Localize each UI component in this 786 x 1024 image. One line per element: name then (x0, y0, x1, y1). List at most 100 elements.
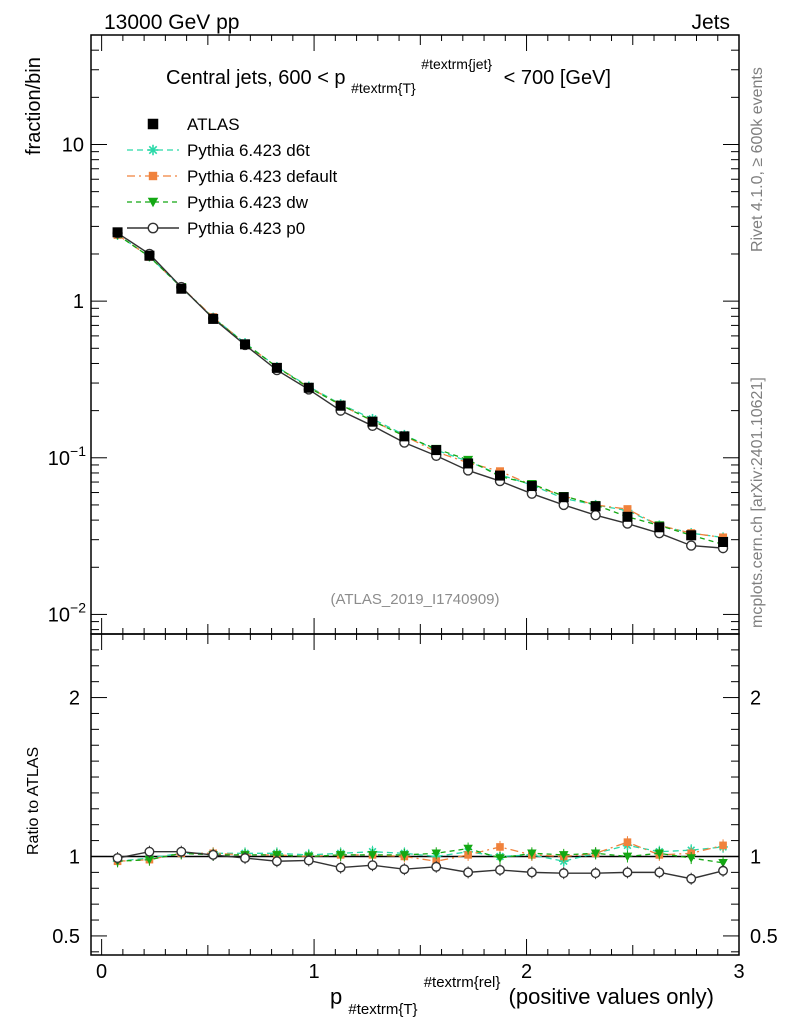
data-point (367, 851, 378, 860)
data-point (399, 864, 410, 875)
data-point (144, 846, 155, 857)
data-point (495, 865, 505, 875)
data-point (685, 540, 697, 551)
ratio-ticks (91, 633, 740, 955)
legend-item-p0: Pythia 6.423 p0 (127, 219, 305, 238)
x-tick-labels: 0 1 2 3 (96, 961, 745, 983)
data-point (208, 849, 219, 860)
data-point (654, 867, 665, 878)
data-point (590, 868, 601, 879)
data-point (431, 861, 442, 872)
legend-label: Pythia 6.423 d6t (187, 141, 310, 160)
series-line-dw (117, 234, 724, 546)
data-point (112, 227, 123, 238)
title-sub: #textrm{T} (351, 80, 416, 96)
title-prefix: Central jets, 600 < p (166, 67, 346, 89)
ratio-series-d6t (112, 839, 728, 868)
category-label: Jets (691, 11, 730, 34)
x-label-sub: #textrm{T} (348, 1001, 417, 1018)
data-point (399, 431, 410, 442)
data-point (367, 860, 378, 871)
chart-title: Central jets, 600 < p #textrm{T} #textrm… (166, 52, 611, 98)
ratio-line-d6t (117, 844, 724, 862)
data-point (686, 854, 696, 863)
data-point (623, 838, 632, 846)
data-point (526, 867, 537, 878)
series-default (113, 230, 728, 542)
data-point (463, 844, 473, 854)
data-point (303, 382, 314, 393)
data-point (335, 862, 346, 873)
data-point (431, 445, 442, 456)
data-point (144, 250, 155, 261)
data-point (463, 867, 474, 878)
data-point (147, 197, 159, 208)
x-tick-label: 1 (309, 961, 320, 983)
data-point (558, 851, 569, 860)
series-ATLAS (112, 227, 729, 547)
main-series (112, 227, 729, 554)
main-ytick-labels: 10 1 10−1 10−2 (48, 134, 86, 626)
data-point (464, 851, 472, 859)
series-p0 (112, 227, 729, 554)
x-label-suffix: (positive values only) (509, 984, 714, 1009)
y-tick-label: 10−1 (48, 443, 86, 470)
data-point (112, 853, 123, 864)
y-tick-label: 10−2 (48, 599, 86, 626)
ratio-series-default (113, 836, 727, 868)
legend-label: Pythia 6.423 p0 (187, 219, 305, 238)
data-point (147, 144, 159, 156)
data-point (526, 481, 537, 492)
data-point (335, 851, 346, 860)
legend: ATLAS Pythia 6.423 d6t Pythia 6.423 defaul… (127, 115, 338, 238)
legend-label: ATLAS (187, 115, 240, 134)
ratio-y-tick-label-right: 2 (750, 688, 761, 710)
x-tick-label: 3 (733, 961, 744, 983)
mcplots-label: mcplots.cern.ch [arXiv:2401.10621] (749, 377, 766, 628)
marker-arm (148, 145, 158, 155)
x-axis-label: p #textrm{T} #textrm{rel} (positive valu… (330, 967, 714, 1019)
series-d6t (112, 229, 729, 543)
ratio-y-tick-label: 0.5 (52, 926, 80, 948)
data-point (176, 846, 187, 857)
legend-item-dw: Pythia 6.423 dw (127, 193, 309, 212)
data-point (719, 841, 727, 850)
data-point (208, 313, 219, 324)
data-point (271, 856, 282, 867)
ratio-y-tick-label-right: 1 (750, 846, 761, 868)
data-point (686, 873, 697, 884)
data-point (718, 859, 728, 868)
data-point (148, 171, 158, 181)
ratio-y-tick-label: 2 (69, 688, 80, 710)
data-point (431, 849, 441, 859)
data-point (686, 530, 697, 541)
data-point (590, 501, 601, 512)
data-point (622, 867, 633, 878)
data-point (623, 505, 632, 514)
data-point (399, 851, 410, 860)
data-point (622, 511, 633, 522)
ratio-y-axis-label: Ratio to ATLAS (25, 747, 42, 855)
data-point (144, 855, 155, 865)
data-point (176, 283, 187, 294)
main-ticks (91, 34, 740, 634)
ratio-line-default (117, 841, 724, 862)
data-point (558, 492, 569, 503)
ratio-series (112, 836, 729, 885)
legend-item-d6t: Pythia 6.423 d6t (127, 141, 310, 160)
legend-label: Pythia 6.423 dw (187, 193, 309, 212)
y-tick-label: 1 (73, 291, 84, 313)
ratio-line-p0 (117, 851, 724, 880)
data-point (271, 362, 282, 373)
data-point (718, 536, 729, 547)
ratio-y-tick-label: 1 (69, 846, 80, 868)
energy-label: 13000 GeV pp (104, 11, 239, 34)
legend-label: Pythia 6.423 default (187, 167, 338, 186)
series-line-d6t (117, 234, 724, 539)
title-sup: #textrm{jet} (421, 56, 492, 72)
ratio-series-p0 (112, 845, 729, 885)
y-axis-label: fraction/bin (23, 57, 45, 155)
x-tick-label: 0 (96, 961, 107, 983)
data-point (303, 855, 314, 866)
data-point (622, 852, 633, 862)
